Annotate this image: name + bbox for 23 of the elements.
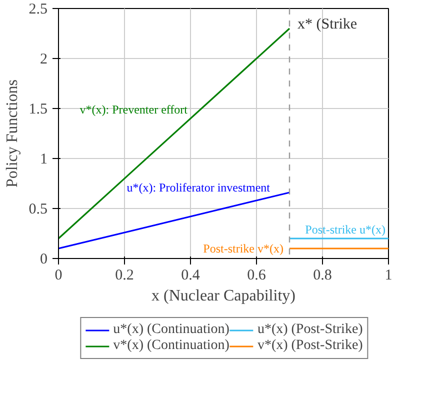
legend-label: u*(x) (Continuation) — [113, 322, 230, 338]
annotation: u*(x): Proliferator investment — [126, 180, 271, 194]
annotation: Post-strike v*(x) — [203, 242, 284, 256]
x-tick-label: 1 — [384, 268, 392, 284]
x-tick-label: 0.4 — [181, 268, 200, 284]
y-tick-label: 1.5 — [28, 102, 48, 118]
x-tick-label: 0.2 — [115, 268, 134, 284]
legend-label: u*(x) (Post-Strike) — [257, 322, 363, 338]
y-tick-label: 2 — [40, 52, 48, 68]
y-tick-label: 0.5 — [28, 202, 48, 218]
y-axis-title: Policy Functions — [4, 79, 21, 188]
y-tick-label: 2.5 — [28, 2, 48, 18]
legend-label: v*(x) (Continuation) — [113, 338, 230, 354]
x-axis-title: x (Nuclear Capability) — [152, 288, 296, 304]
ref-line-label: x* (Strike — [298, 16, 358, 32]
annotation: Post-strike u*(x) — [305, 222, 386, 236]
y-tick-label: 1 — [40, 152, 48, 168]
x-tick-label: 0.6 — [247, 268, 266, 284]
legend-label: v*(x) (Post-Strike) — [257, 338, 363, 354]
x-tick-label: 0.8 — [313, 268, 332, 284]
annotation: v*(x): Preventer effort — [80, 102, 188, 116]
x-tick-label: 0 — [54, 268, 62, 284]
y-tick-label: 0 — [40, 252, 48, 268]
